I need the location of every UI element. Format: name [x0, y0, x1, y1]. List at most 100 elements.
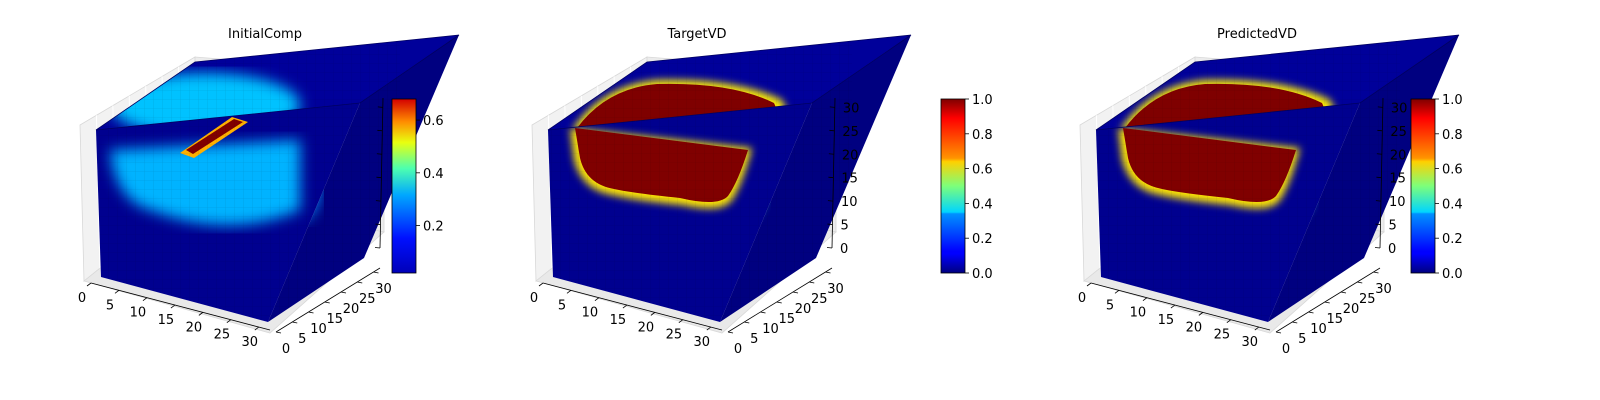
x-tick-label: 15 — [610, 313, 627, 328]
z-tick-label: 0 — [1388, 242, 1396, 257]
y-tick-label: 5 — [750, 332, 758, 347]
x-tick-label: 15 — [158, 313, 175, 328]
y-tick-label: 10 — [762, 322, 779, 337]
x-tick-label: 20 — [638, 320, 655, 335]
y-tick — [1292, 321, 1298, 324]
y-tick-label: 30 — [1375, 282, 1392, 297]
y-tick — [1340, 291, 1347, 294]
y-tick-label: 30 — [375, 282, 392, 297]
x-tick-label: 30 — [1242, 335, 1259, 350]
z-tick — [376, 176, 382, 179]
y-tick — [373, 271, 379, 274]
x-tick-label: 25 — [666, 328, 683, 343]
z-tick — [375, 223, 381, 225]
y-tick-label: 0 — [734, 342, 742, 357]
x-tick — [678, 319, 684, 324]
z-tick — [1376, 176, 1382, 179]
colorbar-tick-label: 0.2 — [1442, 232, 1463, 247]
x-tick-label: 25 — [1214, 328, 1231, 343]
y-tick-label: 25 — [1359, 292, 1376, 307]
cube-top-edge — [1095, 34, 1460, 131]
z-tick — [376, 153, 382, 155]
x-axis-line — [1090, 282, 1271, 331]
y-tick — [1275, 331, 1282, 334]
z-tick — [1376, 153, 1382, 155]
z-tick-label: 25 — [1390, 125, 1407, 140]
z-tick — [828, 176, 834, 179]
z-tick — [829, 106, 835, 108]
z-tick — [377, 129, 383, 132]
y-tick — [776, 301, 782, 304]
colorbar — [391, 98, 417, 274]
y-tick — [1308, 311, 1314, 314]
y-tick — [324, 301, 330, 304]
x-tick — [1254, 326, 1260, 331]
y-tick-label: 5 — [298, 332, 306, 347]
z-tick — [827, 200, 833, 202]
y-tick-label: 0 — [1282, 342, 1290, 357]
x-tick — [86, 282, 92, 287]
colorbar — [940, 98, 966, 274]
z-tick — [375, 200, 381, 202]
x-tick — [1170, 304, 1176, 309]
colorbar — [1410, 98, 1436, 274]
x-tick — [114, 290, 120, 294]
x-tick — [1142, 297, 1148, 302]
z-tick-label: 10 — [1389, 195, 1406, 210]
z-tick — [1375, 200, 1381, 202]
y-tick — [292, 321, 298, 324]
x-tick-label: 0 — [530, 291, 538, 306]
colorbar-tick-label: 0.6 — [1442, 163, 1463, 178]
y-tick — [340, 291, 347, 294]
x-tick — [538, 282, 544, 287]
chart-panel-1: 0 5 10 15 20 25 30 051015202530InitialComp0.20.… — [78, 27, 460, 357]
x-axis-line — [542, 282, 723, 331]
y-tick — [1373, 271, 1379, 274]
y-tick — [1324, 301, 1330, 304]
cube-top-edge — [547, 34, 912, 131]
z-tick — [377, 106, 383, 108]
cube-top-edge — [95, 34, 460, 131]
y-tick-label: 20 — [1343, 302, 1360, 317]
z-tick — [827, 223, 833, 225]
x-tick-label: 20 — [186, 320, 203, 335]
x-tick — [650, 312, 656, 316]
y-tick — [1357, 281, 1363, 284]
chart-title: InitialComp — [228, 27, 302, 42]
z-tick — [826, 247, 833, 249]
x-tick — [198, 312, 204, 316]
chart-title: TargetVD — [666, 27, 726, 42]
y-tick-label: 15 — [1326, 312, 1343, 327]
z-tick — [1374, 247, 1381, 249]
y-tick-label: 10 — [310, 322, 327, 337]
z-axis-line — [1379, 97, 1384, 249]
z-tick — [829, 129, 835, 132]
y-tick-label: 25 — [359, 292, 376, 307]
z-tick-label: 30 — [843, 101, 860, 116]
x-tick — [1086, 282, 1092, 287]
y-tick-label: 30 — [827, 282, 844, 297]
z-tick — [374, 247, 381, 249]
x-tick-label: 10 — [130, 306, 147, 321]
z-tick — [828, 153, 834, 155]
y-tick-label: 0 — [282, 342, 290, 357]
z-tick-label: 5 — [1388, 219, 1396, 234]
x-tick-label: 20 — [1186, 320, 1203, 335]
z-tick-label: 10 — [841, 195, 858, 210]
x-tick — [622, 304, 628, 309]
z-tick-label: 15 — [1389, 172, 1406, 187]
x-tick-label: 5 — [558, 298, 566, 313]
y-tick — [744, 321, 750, 324]
colorbar-tick-label: 0.6 — [972, 163, 993, 178]
z-tick — [1375, 223, 1381, 225]
z-tick-label: 20 — [1390, 148, 1407, 163]
y-tick-label: 25 — [811, 292, 828, 307]
z-axis-line — [831, 97, 836, 249]
x-tick-label: 15 — [1158, 313, 1175, 328]
y-tick-label: 20 — [343, 302, 360, 317]
x-tick — [170, 304, 176, 309]
x-tick — [1226, 319, 1232, 324]
chart-panel-3: 0 5 10 15 20 25 30 051015202530051015202530Pred… — [1078, 27, 1463, 357]
colorbar-tick-label: 0.2 — [972, 232, 993, 247]
